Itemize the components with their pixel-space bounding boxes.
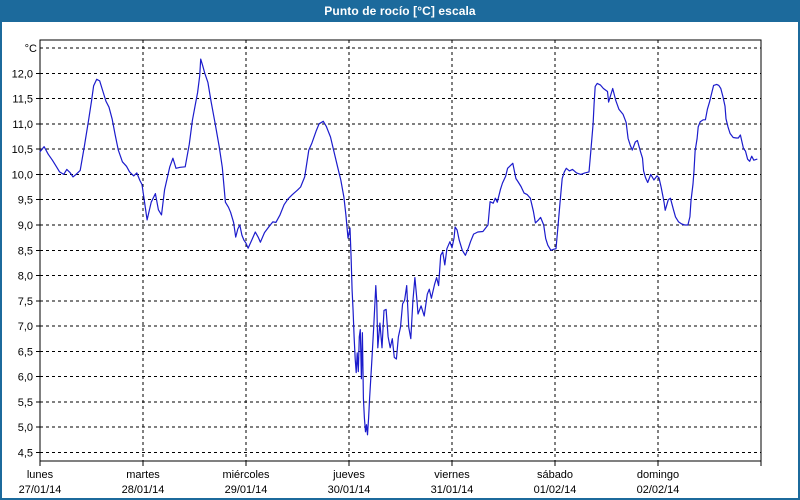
svg-text:02/02/14: 02/02/14: [637, 484, 680, 496]
svg-text:9,0: 9,0: [18, 220, 33, 232]
svg-text:29/01/14: 29/01/14: [225, 484, 268, 496]
svg-text:10,5: 10,5: [12, 144, 33, 156]
svg-text:8,5: 8,5: [18, 245, 33, 257]
svg-text:9,5: 9,5: [18, 195, 33, 207]
svg-text:11,0: 11,0: [12, 119, 33, 131]
svg-text:7,5: 7,5: [18, 296, 33, 308]
svg-text:27/01/14: 27/01/14: [19, 484, 62, 496]
svg-text:31/01/14: 31/01/14: [431, 484, 474, 496]
svg-text:01/02/14: 01/02/14: [534, 484, 577, 496]
svg-text:6,5: 6,5: [18, 346, 33, 358]
svg-text:30/01/14: 30/01/14: [328, 484, 371, 496]
svg-text:°C: °C: [25, 43, 37, 55]
svg-text:8,0: 8,0: [18, 271, 33, 283]
svg-text:28/01/14: 28/01/14: [122, 484, 165, 496]
svg-text:4,5: 4,5: [18, 448, 33, 460]
svg-text:martes: martes: [126, 469, 160, 481]
svg-text:11,5: 11,5: [12, 94, 33, 106]
title-bar: Punto de rocío [°C] escala: [0, 0, 800, 22]
svg-text:5,0: 5,0: [18, 422, 33, 434]
svg-text:domingo: domingo: [637, 469, 679, 481]
svg-text:12,0: 12,0: [12, 68, 33, 80]
svg-text:7,0: 7,0: [18, 321, 33, 333]
svg-text:6,0: 6,0: [18, 372, 33, 384]
svg-text:viernes: viernes: [434, 469, 470, 481]
svg-text:sábado: sábado: [537, 469, 573, 481]
svg-text:5,5: 5,5: [18, 397, 33, 409]
svg-text:lunes: lunes: [27, 469, 54, 481]
window-title: Punto de rocío [°C] escala: [324, 4, 476, 18]
svg-text:10,0: 10,0: [12, 169, 33, 181]
dewpoint-line-chart: 12,0 11,5 11,0 10,5 10,0 9,5 9,0 8,5 8,0 7,5 7,0 6,…: [12, 39, 762, 496]
svg-text:jueves: jueves: [332, 469, 365, 481]
svg-text:miércoles: miércoles: [222, 469, 270, 481]
